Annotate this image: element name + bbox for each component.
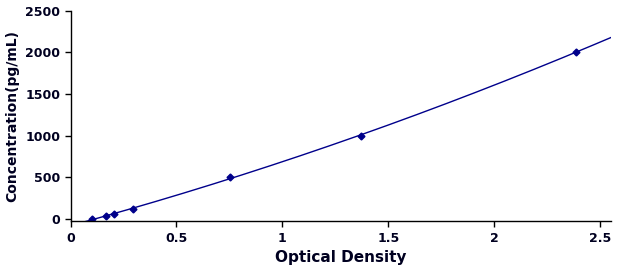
Y-axis label: Concentration(pg/mL): Concentration(pg/mL): [6, 30, 20, 202]
X-axis label: Optical Density: Optical Density: [275, 250, 407, 265]
